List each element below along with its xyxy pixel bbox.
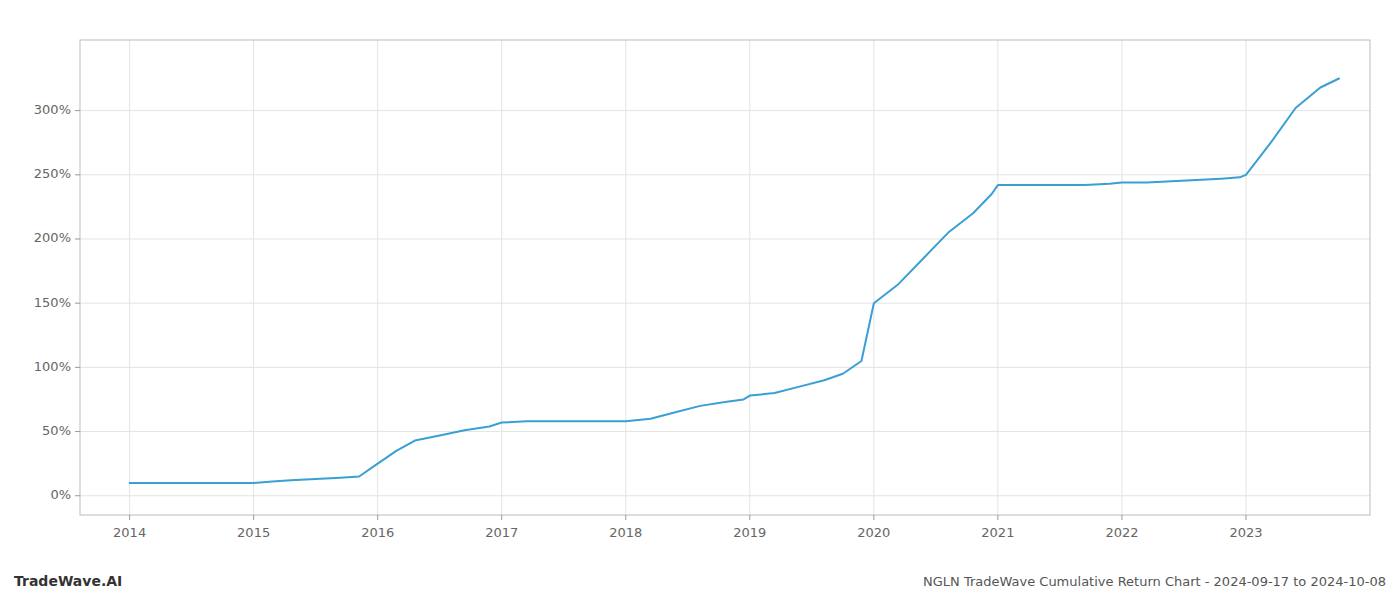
y-tick-label: 200%	[34, 230, 71, 245]
y-tick	[75, 495, 80, 496]
x-tick-label: 2014	[113, 525, 146, 540]
grid-line-y	[80, 367, 1370, 368]
x-tick	[501, 515, 502, 520]
grid-line-x	[377, 40, 378, 515]
x-tick-label: 2022	[1105, 525, 1138, 540]
grid-line-y	[80, 174, 1370, 175]
line-group	[130, 79, 1339, 483]
grid-line-x	[1121, 40, 1122, 515]
x-tick-label: 2021	[981, 525, 1014, 540]
y-tick-label: 250%	[34, 166, 71, 181]
y-tick-label: 150%	[34, 295, 71, 310]
x-tick	[377, 515, 378, 520]
x-tick-label: 2017	[485, 525, 518, 540]
x-tick-label: 2015	[237, 525, 270, 540]
y-tick-label: 0%	[50, 487, 71, 502]
x-tick	[625, 515, 626, 520]
x-tick-label: 2019	[733, 525, 766, 540]
y-tick	[75, 367, 80, 368]
x-tick-label: 2018	[609, 525, 642, 540]
x-tick	[129, 515, 130, 520]
plot-frame	[80, 40, 1370, 515]
axes: 0% 50% 100% 150% 200% 250% 300% 2014 2015 2016 201…	[34, 102, 1263, 540]
grid-line-y	[80, 495, 1370, 496]
x-tick	[749, 515, 750, 520]
grid	[80, 40, 1370, 515]
y-tick-label: 100%	[34, 359, 71, 374]
y-tick-label: 50%	[42, 423, 71, 438]
grid-line-y	[80, 431, 1370, 432]
watermark: TradeWave.AI	[14, 573, 122, 589]
grid-line-y	[80, 238, 1370, 239]
grid-line-x	[129, 40, 130, 515]
y-tick	[75, 431, 80, 432]
chart: 0% 50% 100% 150% 200% 250% 300% 2014 2015 2016 201…	[0, 0, 1400, 600]
x-tick	[873, 515, 874, 520]
y-tick	[75, 174, 80, 175]
grid-line-y	[80, 110, 1370, 111]
y-tick-label: 300%	[34, 102, 71, 117]
grid-line-y	[80, 303, 1370, 304]
x-tick	[253, 515, 254, 520]
y-tick	[75, 238, 80, 239]
x-tick	[1121, 515, 1122, 520]
grid-line-x	[625, 40, 626, 515]
grid-line-x	[253, 40, 254, 515]
grid-line-x	[997, 40, 998, 515]
title: NGLN TradeWave Cumulative Return Chart -…	[923, 574, 1386, 589]
y-tick	[75, 303, 80, 304]
x-tick-label: 2023	[1229, 525, 1262, 540]
grid-line-x	[1245, 40, 1246, 515]
grid-line-x	[749, 40, 750, 515]
x-tick	[997, 515, 998, 520]
x-tick-label: 2020	[857, 525, 890, 540]
y-tick	[75, 110, 80, 111]
grid-line-x	[873, 40, 874, 515]
x-tick-label: 2016	[361, 525, 394, 540]
x-tick	[1245, 515, 1246, 520]
grid-line-x	[501, 40, 502, 515]
data-line	[130, 79, 1339, 483]
